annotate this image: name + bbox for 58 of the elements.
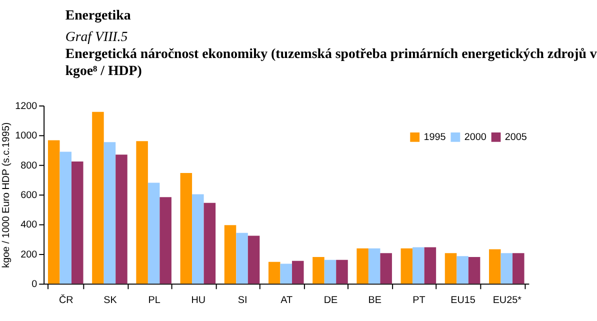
x-tick-label: PT [412, 294, 426, 306]
x-tick-label: AT [280, 294, 293, 306]
y-tick-label: 200 [20, 249, 38, 260]
bar [456, 256, 468, 284]
bar [468, 256, 480, 284]
x-tick-label: HU [191, 294, 206, 306]
bar [248, 236, 260, 284]
bar [292, 260, 304, 284]
bar [368, 248, 380, 284]
bar [412, 247, 424, 284]
bar [224, 225, 236, 284]
y-tick-label: 1200 [15, 100, 38, 112]
bar [444, 253, 457, 284]
bar [104, 142, 116, 284]
bar [60, 152, 72, 284]
x-tick-label: BE [368, 294, 382, 306]
bar [268, 262, 280, 284]
x-tick-label: ČR [58, 294, 74, 306]
y-tick-label: 400 [20, 220, 38, 231]
x-tick-label: EU15 [450, 294, 476, 306]
bar [192, 194, 204, 284]
bar [324, 260, 336, 284]
bar [280, 264, 292, 284]
x-tick-label: EU25* [492, 294, 522, 306]
bar [116, 154, 128, 284]
bar [92, 112, 104, 284]
text: Graf VIII.5 [65, 29, 128, 44]
bar [204, 202, 216, 284]
bar [336, 260, 348, 284]
bar [424, 247, 436, 284]
bar [236, 232, 248, 284]
chart-title: Energetická náročnost ekonomiky (tuzemská spotřeba primárních energetických zdrojů v kgoe⁸ / HDP) [65, 46, 597, 79]
bar [400, 248, 413, 284]
bar [512, 253, 524, 284]
bar [312, 256, 324, 284]
x-tick-label: SI [238, 294, 248, 306]
bar [136, 141, 148, 284]
y-tick-label: 1000 [15, 130, 38, 142]
y-tick-label: 800 [20, 160, 38, 172]
text: Energetika [65, 7, 131, 24]
bar [180, 173, 192, 284]
bar [160, 197, 172, 284]
y-tick-label: 600 [20, 190, 38, 202]
legend-label: 2000 [464, 132, 487, 144]
bar [71, 161, 84, 284]
legend-label: 2005 [504, 132, 528, 144]
y-axis-title: kgoe / 1000 Euro HDP (s.c.1995) [1, 122, 12, 268]
x-tick-label: SK [104, 294, 118, 306]
bar [488, 249, 501, 284]
bar [48, 140, 60, 284]
bar [380, 253, 392, 284]
bar [500, 253, 513, 284]
y-tick-label: 0 [32, 279, 38, 290]
bar [148, 182, 160, 284]
x-tick-label: DE [324, 294, 338, 306]
legend-label: 1995 [424, 132, 446, 144]
x-tick-label: PL [148, 294, 161, 306]
bar [356, 248, 368, 284]
